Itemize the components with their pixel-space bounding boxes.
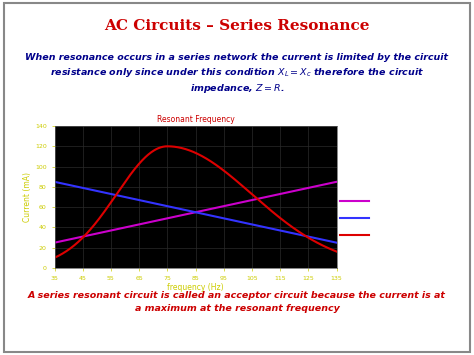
Text: AC Circuits – Series Resonance: AC Circuits – Series Resonance (104, 19, 370, 33)
Text: When resonance occurs in a series network the current is limited by the circuit
: When resonance occurs in a series networ… (26, 53, 448, 95)
Text: A series resonant circuit is called an acceptor circuit because the current is a: A series resonant circuit is called an a… (28, 291, 446, 313)
Title: Resonant Frequency: Resonant Frequency (156, 115, 235, 124)
Y-axis label: Current (mA): Current (mA) (23, 172, 32, 222)
X-axis label: frequency (Hz): frequency (Hz) (167, 283, 224, 293)
Text: I: I (374, 232, 376, 238)
Text: XL: XL (374, 198, 383, 204)
Text: XC: XC (374, 215, 384, 221)
